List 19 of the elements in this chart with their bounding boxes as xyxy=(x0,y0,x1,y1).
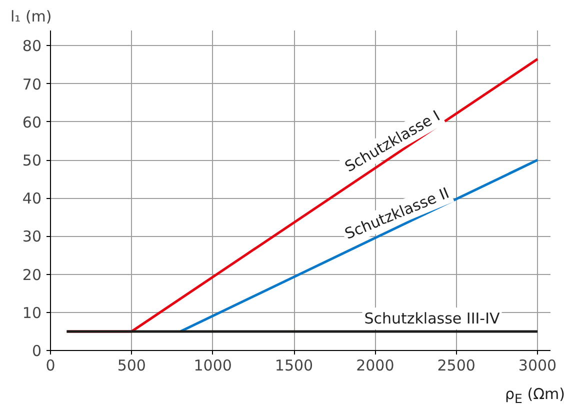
y-tick-label: 80 xyxy=(22,37,42,56)
x-tick-label: 3000 xyxy=(518,356,557,374)
annotation: Schutzklasse III-IV xyxy=(364,309,501,328)
x-axis-title: ρ$_{E}$ (Ωm) xyxy=(505,385,565,405)
x-tick-label: 1000 xyxy=(194,356,232,374)
y-tick-label: 50 xyxy=(22,152,42,170)
y-tick-label: 70 xyxy=(22,75,42,94)
x-tick-label: 0 xyxy=(46,356,56,374)
y-tick-label: 60 xyxy=(22,113,42,132)
x-tick-label: 1500 xyxy=(274,356,314,374)
y-tick-label: 20 xyxy=(22,266,42,284)
y-tick-label: 30 xyxy=(22,228,42,246)
x-tick-label: 500 xyxy=(117,356,146,374)
x-tick-label: 2000 xyxy=(356,356,394,374)
x-tick-label: 2500 xyxy=(437,356,476,374)
y-tick-label: 0 xyxy=(32,342,42,360)
y-tick-label: 40 xyxy=(22,190,42,208)
y-axis-title: l₁ (m) xyxy=(10,8,52,26)
y-tick-label: 10 xyxy=(22,304,42,322)
